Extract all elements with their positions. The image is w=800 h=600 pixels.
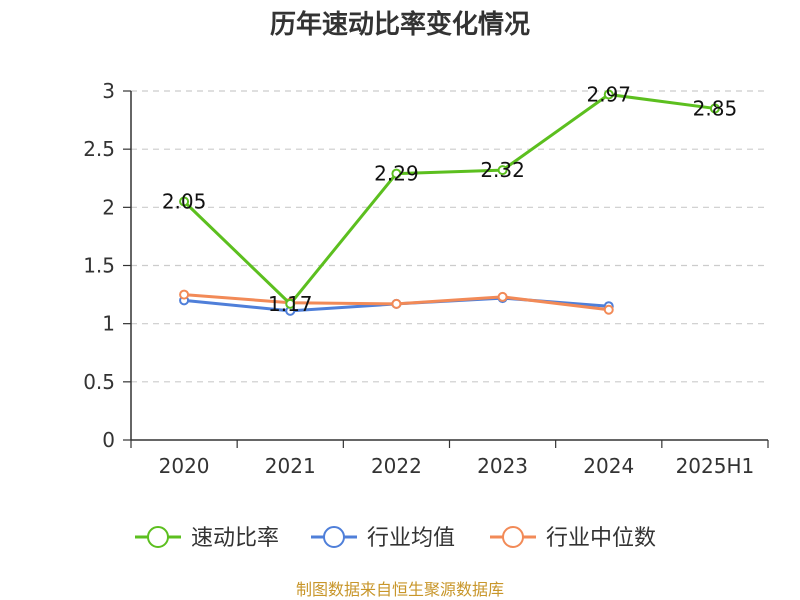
legend-marker bbox=[147, 526, 169, 548]
data-point[interactable] bbox=[603, 89, 614, 100]
legend-marker bbox=[502, 526, 524, 548]
data-label: 2.85 bbox=[693, 96, 738, 120]
chart-title: 历年速动比率变化情况 bbox=[270, 9, 530, 40]
legend-label: 速动比率 bbox=[191, 526, 279, 551]
y-tick-label: 2.5 bbox=[83, 137, 115, 161]
x-tick-label: 2021 bbox=[265, 454, 316, 478]
y-tick-label: 1 bbox=[102, 312, 115, 336]
data-point[interactable] bbox=[179, 196, 190, 207]
data-point[interactable] bbox=[497, 165, 508, 176]
series-layer bbox=[179, 89, 720, 316]
y-tick-label: 2 bbox=[102, 195, 115, 219]
legend[interactable]: 速动比率 行业均值 行业中位数 bbox=[135, 526, 656, 551]
x-tick-label: 2020 bbox=[159, 454, 210, 478]
data-point[interactable] bbox=[391, 298, 402, 309]
legend-marker bbox=[323, 526, 345, 548]
x-tick-label: 2022 bbox=[371, 454, 422, 478]
data-label: 2.29 bbox=[374, 162, 419, 186]
y-tick-label: 0.5 bbox=[83, 370, 115, 394]
y-tick-label: 0 bbox=[102, 428, 115, 452]
source-note: 制图数据来自恒生聚源数据库 bbox=[296, 580, 504, 599]
data-label: 2.32 bbox=[480, 158, 525, 182]
data-point[interactable] bbox=[285, 298, 296, 309]
data-point[interactable] bbox=[709, 103, 720, 114]
legend-label: 行业中位数 bbox=[546, 526, 656, 551]
x-tick-label: 2025H1 bbox=[676, 454, 755, 478]
data-label: 2.97 bbox=[586, 82, 631, 106]
data-point[interactable] bbox=[179, 289, 190, 300]
data-point[interactable] bbox=[603, 304, 614, 315]
data-point[interactable] bbox=[391, 168, 402, 179]
data-label: 2.05 bbox=[162, 190, 207, 214]
data-label: 1.17 bbox=[268, 292, 313, 316]
grid-lines bbox=[131, 90, 768, 383]
legend-label: 行业均值 bbox=[367, 526, 455, 551]
x-tick-label: 2023 bbox=[477, 454, 528, 478]
axes: 0 0.5 1 1.5 2 2.5 3 2020 2021 2022 2023 2024 2025H1 bbox=[83, 79, 769, 478]
y-tick-label: 1.5 bbox=[83, 254, 115, 278]
x-tick-label: 2024 bbox=[583, 454, 634, 478]
legend-item[interactable]: 速动比率 bbox=[135, 526, 279, 551]
legend-item[interactable]: 行业均值 bbox=[311, 526, 455, 551]
y-tick-label: 3 bbox=[102, 79, 115, 103]
data-labels: 2.05 1.17 2.29 2.32 2.97 2.85 bbox=[162, 82, 737, 315]
series-line-0 bbox=[183, 92, 716, 306]
data-point[interactable] bbox=[497, 291, 508, 302]
legend-item[interactable]: 行业中位数 bbox=[490, 526, 656, 551]
